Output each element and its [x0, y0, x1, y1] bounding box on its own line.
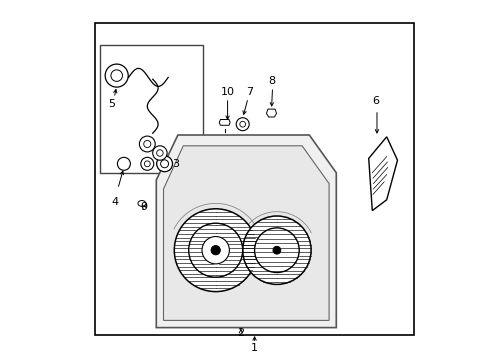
Circle shape — [242, 216, 310, 284]
Bar — [95, 23, 413, 335]
Circle shape — [143, 140, 151, 148]
Circle shape — [160, 160, 168, 168]
Circle shape — [211, 246, 220, 255]
Text: 7: 7 — [246, 87, 253, 97]
Circle shape — [156, 150, 163, 156]
Text: 8: 8 — [267, 76, 274, 86]
Polygon shape — [156, 135, 336, 328]
Text: 9: 9 — [140, 202, 147, 212]
Circle shape — [188, 223, 242, 277]
Ellipse shape — [138, 201, 145, 206]
Text: 4: 4 — [111, 197, 118, 207]
Bar — [101, 45, 203, 173]
Circle shape — [141, 157, 153, 170]
Circle shape — [174, 209, 257, 292]
Text: 2: 2 — [237, 328, 244, 338]
Polygon shape — [219, 120, 230, 125]
Polygon shape — [163, 146, 328, 320]
Text: 3: 3 — [172, 159, 179, 169]
Polygon shape — [368, 137, 397, 211]
Text: 10: 10 — [220, 87, 234, 97]
Circle shape — [111, 70, 122, 81]
Circle shape — [152, 146, 167, 160]
Circle shape — [144, 161, 150, 167]
Circle shape — [236, 118, 249, 131]
Circle shape — [202, 237, 229, 264]
Text: 1: 1 — [250, 343, 258, 353]
Circle shape — [139, 136, 155, 152]
Circle shape — [254, 228, 299, 273]
Polygon shape — [266, 109, 276, 117]
Circle shape — [156, 156, 172, 172]
Circle shape — [117, 157, 130, 170]
Circle shape — [272, 246, 280, 254]
Text: 5: 5 — [107, 99, 115, 109]
Circle shape — [239, 121, 245, 127]
Text: 6: 6 — [372, 96, 379, 106]
Circle shape — [105, 64, 128, 87]
